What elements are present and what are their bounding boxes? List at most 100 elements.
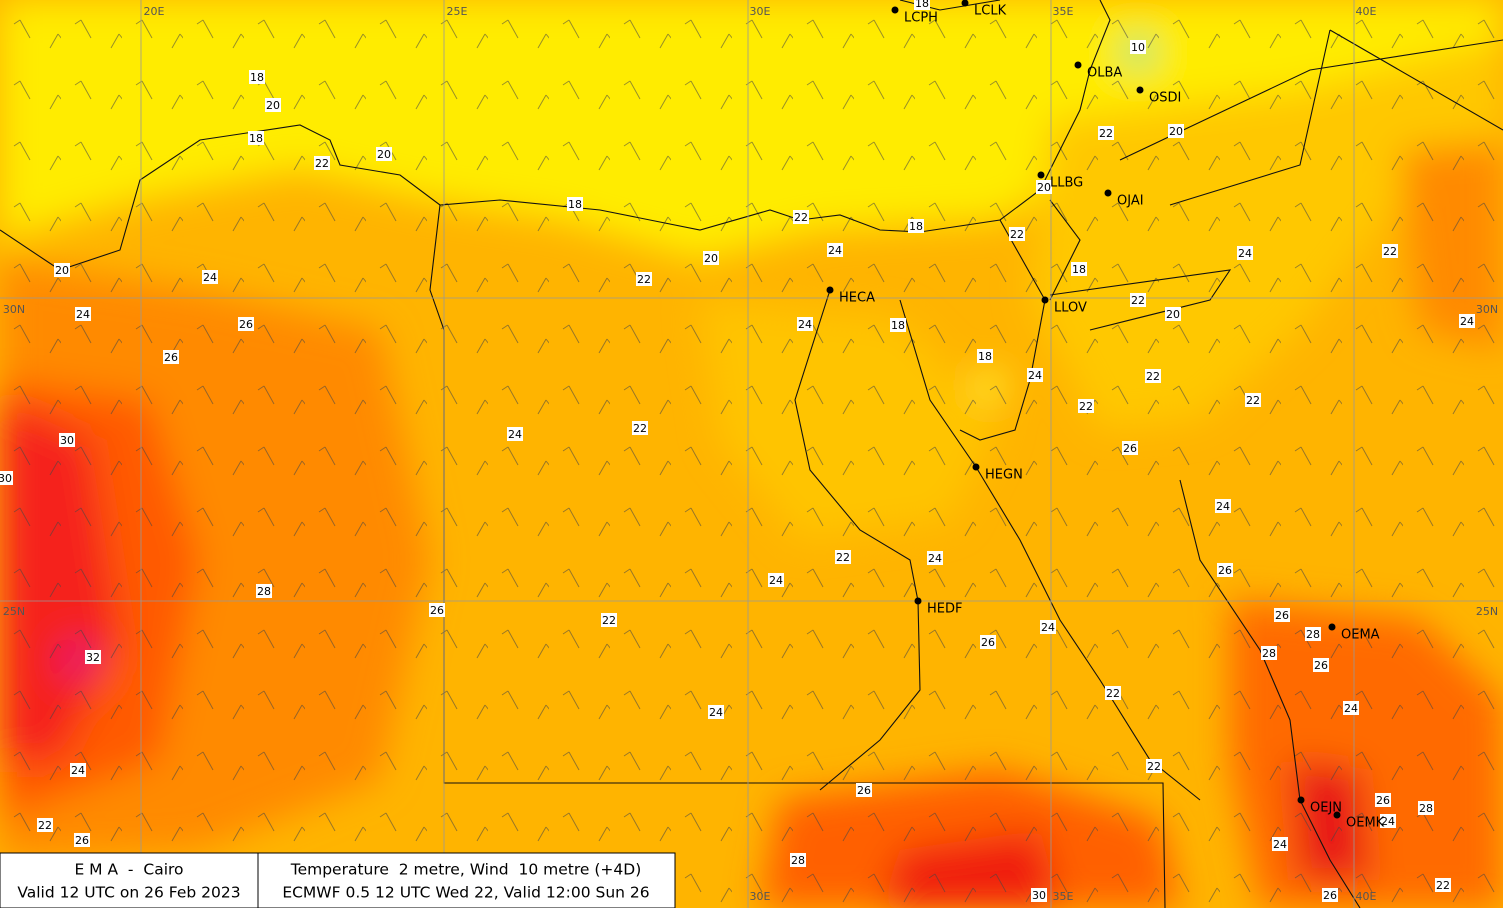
contour-label-box xyxy=(914,0,930,10)
grid-label: 40E xyxy=(1356,890,1377,903)
grid-label: 40E xyxy=(1356,5,1377,18)
contour-label: 24 xyxy=(769,574,783,587)
contour-label: 26 xyxy=(1218,564,1232,577)
contour-label: 10 xyxy=(1131,41,1145,54)
contour-label: 18 xyxy=(891,319,905,332)
contour-label-box xyxy=(1343,701,1359,715)
grid-label: 35E xyxy=(1053,5,1074,18)
contour-label-box xyxy=(1071,262,1087,276)
contour-label: 18 xyxy=(1072,263,1086,276)
station-dot xyxy=(1104,189,1112,197)
contour-label: 22 xyxy=(1146,370,1160,383)
info-panel xyxy=(0,852,259,908)
contour-label-box xyxy=(1274,608,1290,622)
contour-label-box xyxy=(977,349,993,363)
contour-label-box xyxy=(1313,658,1329,672)
contour-label-box xyxy=(856,783,872,797)
station-label: OJAI xyxy=(1117,194,1144,209)
contour-label: 24 xyxy=(828,244,842,257)
station-dot xyxy=(1333,811,1341,819)
contour-label: 28 xyxy=(1306,628,1320,641)
station-label: OLBA xyxy=(1087,66,1122,81)
contour-label: 30 xyxy=(1032,889,1046,902)
contour-label: 26 xyxy=(1376,794,1390,807)
contour-label-box xyxy=(890,318,906,332)
contour-label: 22 xyxy=(637,273,651,286)
contour-label-box xyxy=(1130,40,1146,54)
contour-label-box xyxy=(636,272,652,286)
contour-label: 22 xyxy=(1099,127,1113,140)
contour-label: 26 xyxy=(981,636,995,649)
contour-label: 26 xyxy=(1323,889,1337,902)
contour-label: 26 xyxy=(1275,609,1289,622)
contour-label-box xyxy=(1105,686,1121,700)
grid-label: 20E xyxy=(144,5,165,18)
contour-label-box xyxy=(1031,888,1047,902)
station-dot xyxy=(1328,623,1336,631)
contour-label: 30 xyxy=(60,434,74,447)
contour-label: 22 xyxy=(1079,400,1093,413)
grid-label: 25E xyxy=(447,5,468,18)
grid-label: 30N xyxy=(3,303,25,316)
contour-label: 18 xyxy=(915,0,929,10)
contour-label: 20 xyxy=(1166,308,1180,321)
grid-label: 30N xyxy=(1476,303,1498,316)
contour-label-box xyxy=(0,471,13,485)
contour-label-box xyxy=(1245,393,1261,407)
contour-label: 22 xyxy=(38,819,52,832)
contour-label-box xyxy=(1165,307,1181,321)
contour-label-box xyxy=(1027,368,1043,382)
contour-label-box xyxy=(1261,646,1277,660)
contour-label: 22 xyxy=(836,551,850,564)
station-dot xyxy=(961,0,969,7)
contour-label: 24 xyxy=(1381,815,1395,828)
contour-label: 28 xyxy=(257,585,271,598)
contour-label: 26 xyxy=(857,784,871,797)
contour-label: 22 xyxy=(1246,394,1260,407)
contour-label: 20 xyxy=(377,148,391,161)
contour-label-box xyxy=(703,251,719,265)
contour-label-box xyxy=(163,350,179,364)
contour-label-box xyxy=(59,433,75,447)
contour-label-box xyxy=(1459,314,1475,328)
station-label: OEMA xyxy=(1341,628,1380,643)
contour-label-box xyxy=(1380,814,1396,828)
contour-label-box xyxy=(249,70,265,84)
station-dot xyxy=(1041,296,1049,304)
contour-label-box xyxy=(1375,793,1391,807)
station-label: HEDF xyxy=(927,602,962,617)
contour-label: 22 xyxy=(1106,687,1120,700)
contour-label-box xyxy=(827,243,843,257)
station-label: HECA xyxy=(839,291,875,306)
contour-label-box xyxy=(1322,888,1338,902)
contour-label-box xyxy=(708,705,724,719)
contour-label: 22 xyxy=(602,614,616,627)
station-dot xyxy=(1297,796,1305,804)
contour-label-box xyxy=(429,603,445,617)
station-dot xyxy=(826,286,834,294)
contour-label: 28 xyxy=(1419,802,1433,815)
contour-label-box xyxy=(1435,878,1451,892)
contour-label-box xyxy=(1418,801,1434,815)
contour-label-box xyxy=(74,833,90,847)
contour-label-box xyxy=(265,98,281,112)
contour-label-box xyxy=(1305,627,1321,641)
station-label: OSDI xyxy=(1149,91,1181,106)
contour-label-box xyxy=(790,853,806,867)
contour-label-box xyxy=(314,156,330,170)
contour-label-box xyxy=(75,307,91,321)
contour-label-box xyxy=(980,635,996,649)
station-label: LCPH xyxy=(904,11,938,26)
contour-label-box xyxy=(376,147,392,161)
contour-label-box xyxy=(1098,126,1114,140)
info-panel xyxy=(257,852,676,908)
contour-label-box xyxy=(85,650,101,664)
contour-label: 24 xyxy=(1460,315,1474,328)
station-label: LCLK xyxy=(974,4,1007,19)
contour-label: 20 xyxy=(1037,181,1051,194)
contour-label-box xyxy=(256,584,272,598)
